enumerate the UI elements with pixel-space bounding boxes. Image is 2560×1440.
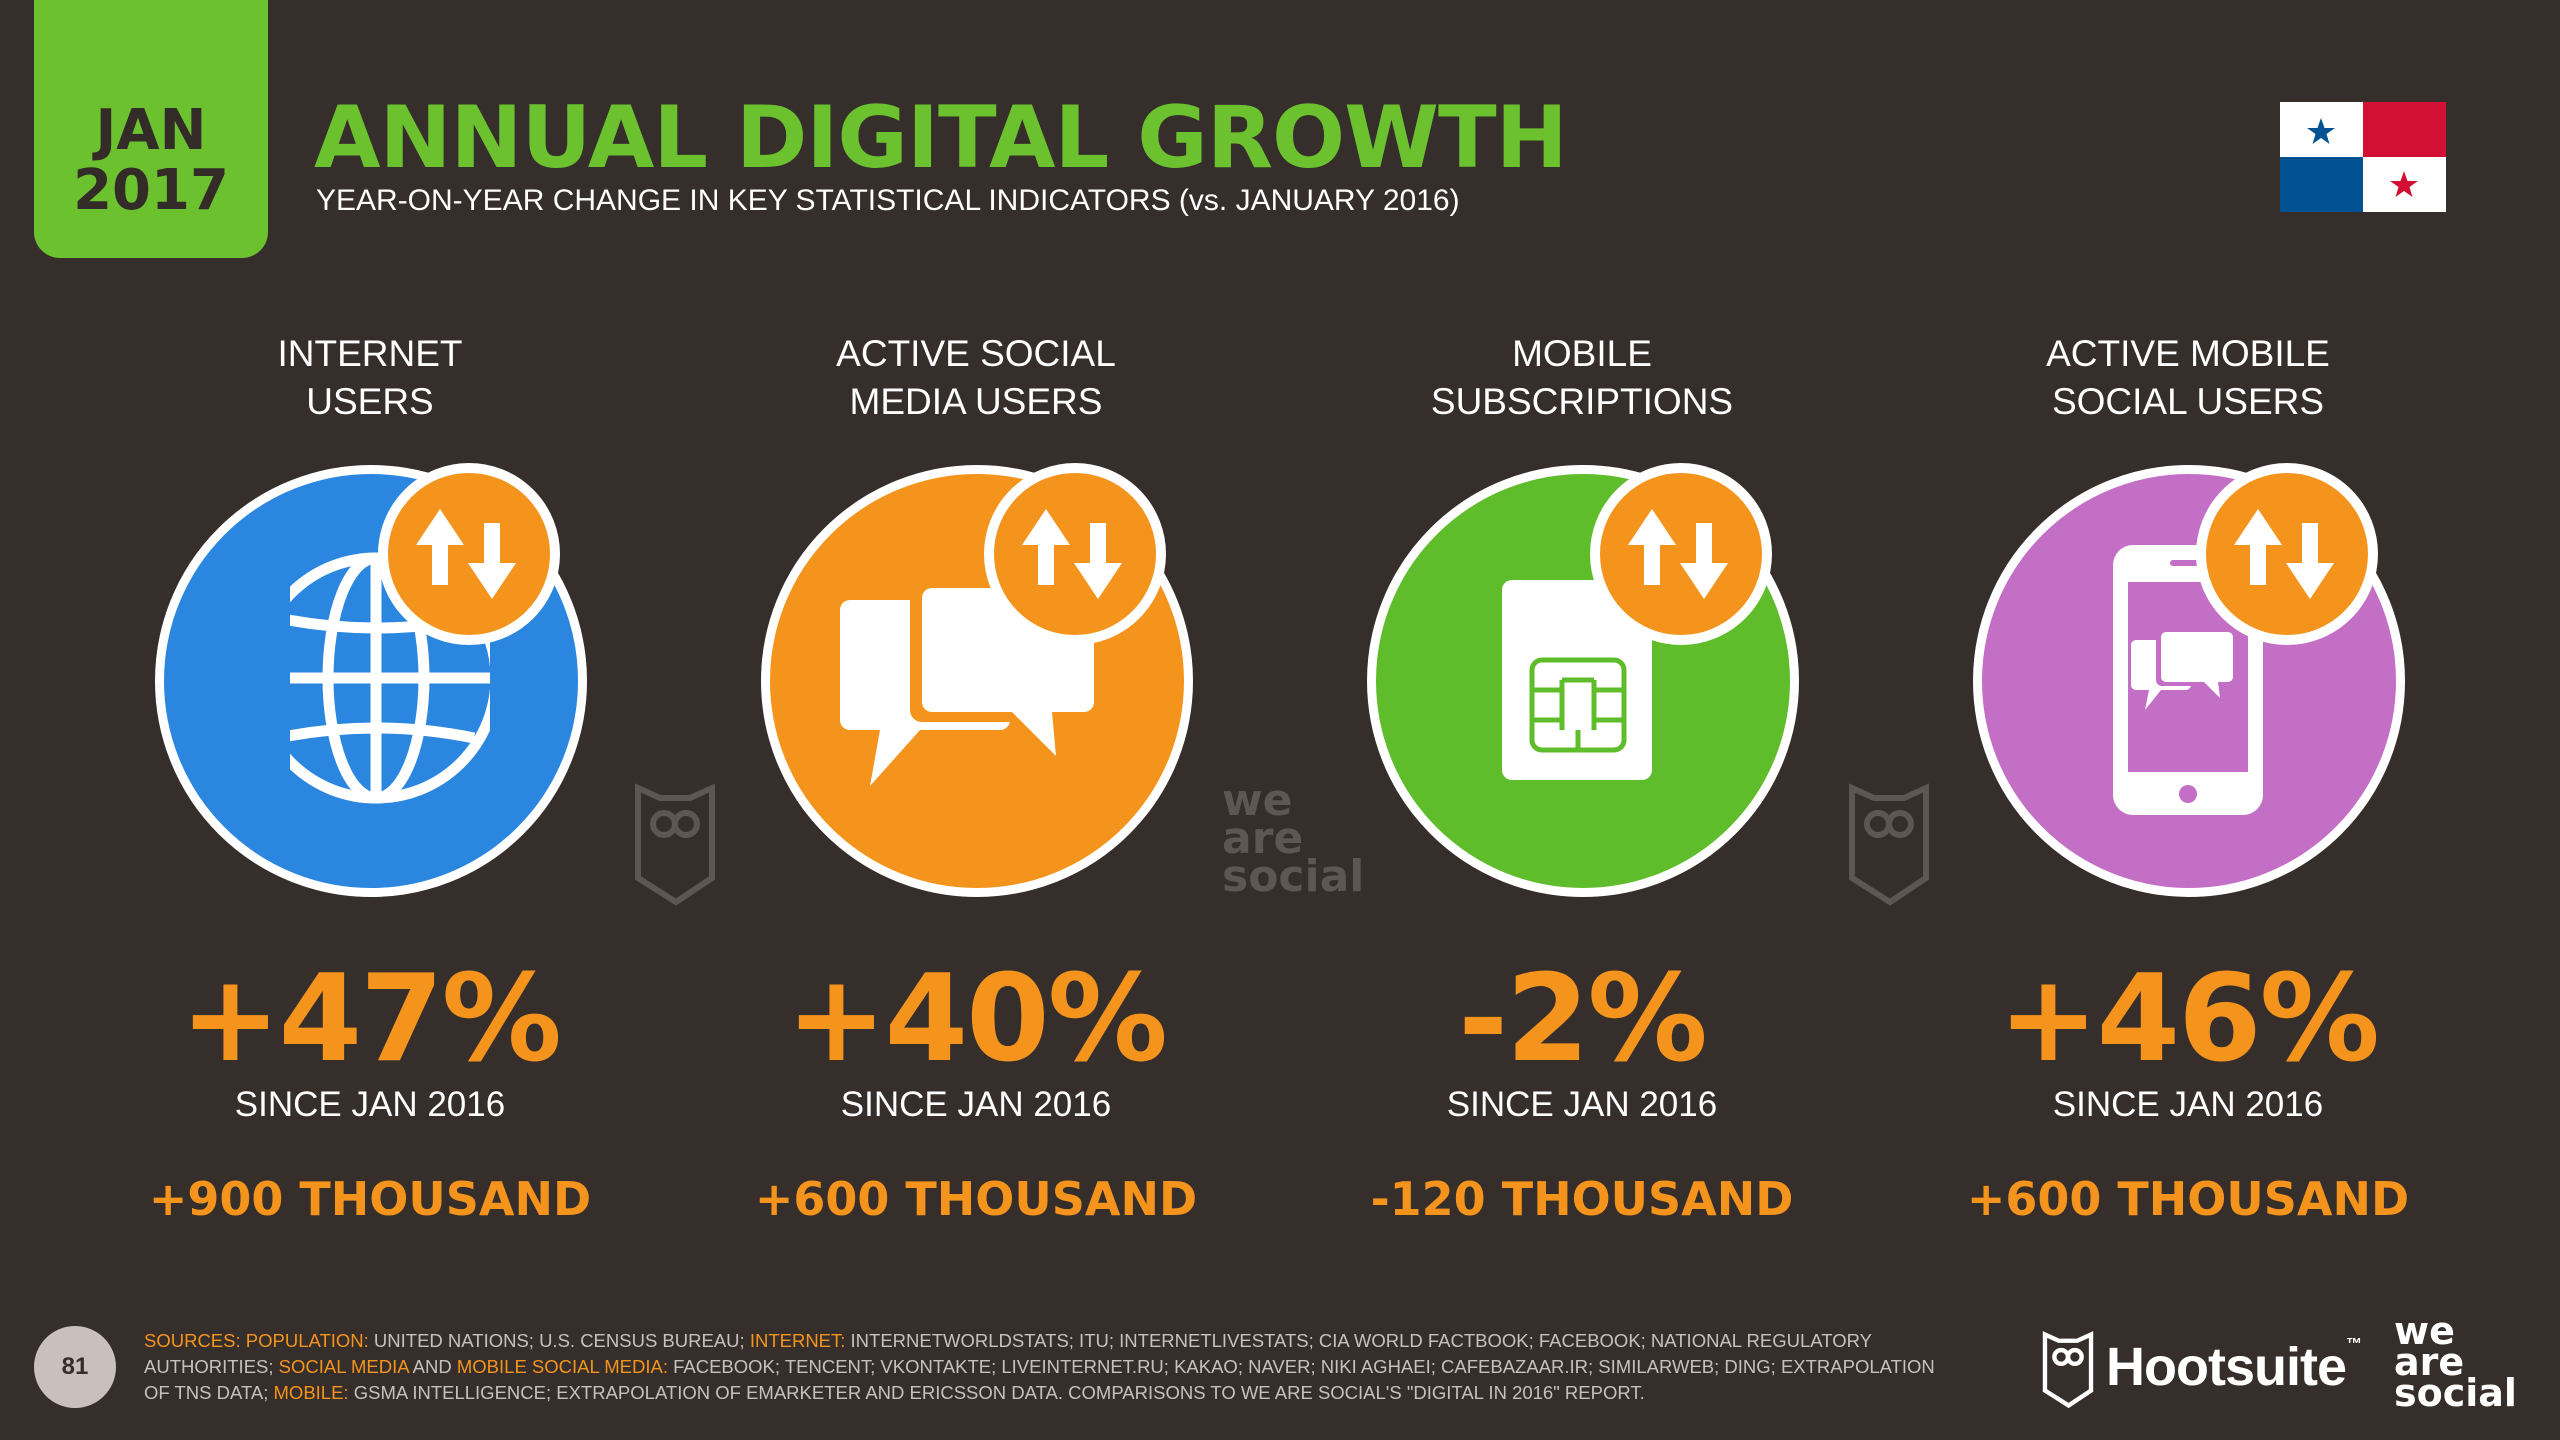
stat-card-active-mobile-social-users: ACTIVE MOBILE SOCIAL USERS +46% SINCE JAN… — [1888, 0, 2488, 1300]
absolute-change: +600 THOUSAND — [754, 1172, 1198, 1226]
since-label: SINCE JAN 2016 — [234, 1085, 506, 1124]
card-label: INTERNET USERS — [277, 333, 463, 422]
since-label: SINCE JAN 2016 — [2052, 1085, 2324, 1124]
panama-flag-icon — [2280, 102, 2446, 212]
hootsuite-owl-watermark-icon — [635, 783, 715, 906]
page-number: 81 — [34, 1326, 116, 1408]
we-are-social-watermark: we are social — [1222, 775, 1365, 902]
card-label: ACTIVE SOCIAL MEDIA USERS — [836, 333, 1116, 422]
percent-change: +40% — [786, 950, 1168, 1089]
since-label: SINCE JAN 2016 — [1446, 1085, 1718, 1124]
growth-arrows-icon — [1590, 463, 1772, 645]
we-are-social-logo: we are social — [2394, 1309, 2517, 1415]
sim-card-icon — [1502, 580, 1652, 780]
date-month: JAN — [95, 98, 207, 163]
card-label: ACTIVE MOBILE SOCIAL USERS — [2046, 333, 2330, 422]
stat-card-mobile-subscriptions: MOBILE SUBSCRIPTIONS -2% SINCE JAN 2016 -… — [1282, 0, 1882, 1300]
growth-arrows-icon — [378, 463, 560, 645]
percent-change: +47% — [180, 950, 562, 1089]
page-subtitle: YEAR-ON-YEAR CHANGE IN KEY STATISTICAL I… — [316, 184, 1460, 217]
date-badge: JAN 2017 — [34, 0, 268, 258]
card-label: MOBILE SUBSCRIPTIONS — [1430, 333, 1734, 422]
since-label: SINCE JAN 2016 — [840, 1085, 1112, 1124]
absolute-change: -120 THOUSAND — [1370, 1172, 1794, 1226]
page-title: ANNUAL DIGITAL GROWTH — [314, 88, 1568, 188]
globe-icon — [290, 552, 490, 804]
absolute-change: +600 THOUSAND — [1966, 1172, 2410, 1226]
growth-arrows-icon — [2196, 463, 2378, 645]
percent-change: -2% — [1458, 950, 1708, 1089]
absolute-change: +900 THOUSAND — [148, 1172, 592, 1226]
sources-text: SOURCES: POPULATION: UNITED NATIONS; U.S… — [144, 1330, 1935, 1403]
hootsuite-logo-text: Hootsuite™ — [2106, 1336, 2362, 1397]
percent-change: +46% — [1998, 950, 2380, 1089]
hootsuite-owl-logo-icon — [2042, 1331, 2094, 1409]
hootsuite-owl-watermark-icon — [1849, 783, 1929, 906]
stat-card-internet-users: INTERNET USERS +47% SINCE JAN 2016 +900 T… — [70, 0, 670, 1300]
stat-card-active-social-media-users: ACTIVE SOCIAL MEDIA USERS +40% SINCE JAN … — [676, 0, 1276, 1300]
date-year: 2017 — [73, 158, 229, 223]
growth-arrows-icon — [984, 463, 1166, 645]
